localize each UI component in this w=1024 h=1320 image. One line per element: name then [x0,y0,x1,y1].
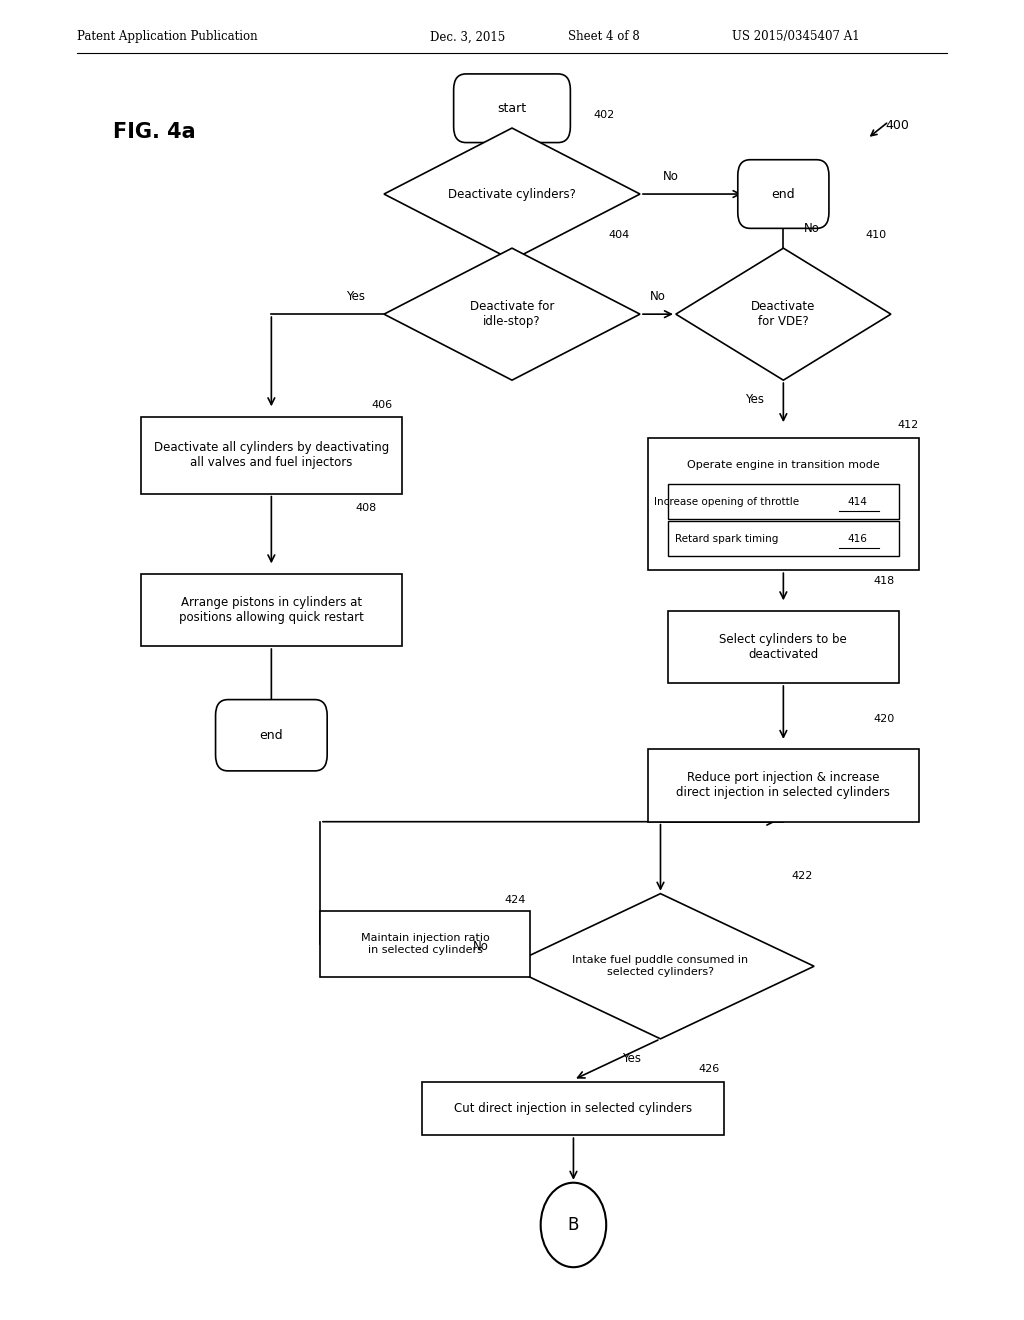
Text: Intake fuel puddle consumed in
selected cylinders?: Intake fuel puddle consumed in selected … [572,956,749,977]
Text: Arrange pistons in cylinders at
positions allowing quick restart: Arrange pistons in cylinders at position… [179,595,364,624]
Text: 400: 400 [886,119,909,132]
Text: 406: 406 [372,400,392,411]
Polygon shape [676,248,891,380]
Bar [423,1082,725,1135]
Text: 414: 414 [847,496,867,507]
Text: US 2015/0345407 A1: US 2015/0345407 A1 [732,30,860,44]
Text: Dec. 3, 2015: Dec. 3, 2015 [430,30,505,44]
Bar [668,521,899,556]
Bar [141,417,401,494]
Polygon shape [507,894,814,1039]
Bar [319,911,530,977]
Bar [648,438,920,570]
Text: Yes: Yes [474,273,493,286]
FancyBboxPatch shape [737,160,829,228]
Text: Patent Application Publication: Patent Application Publication [77,30,257,44]
Text: end: end [771,187,796,201]
Text: 426: 426 [698,1064,719,1074]
Text: 402: 402 [594,110,614,120]
Text: 404: 404 [609,230,630,240]
FancyBboxPatch shape [215,700,328,771]
Bar [668,610,899,684]
Bar [668,484,899,519]
Text: No: No [650,290,666,304]
Text: Deactivate all cylinders by deactivating
all valves and fuel injectors: Deactivate all cylinders by deactivating… [154,441,389,470]
Text: 424: 424 [505,895,525,906]
Text: FIG. 4a: FIG. 4a [113,121,196,143]
Text: B: B [567,1216,580,1234]
Text: Retard spark timing: Retard spark timing [676,533,778,544]
Text: 418: 418 [873,576,894,586]
Text: Deactivate
for VDE?: Deactivate for VDE? [752,300,815,329]
Text: Maintain injection ratio
in selected cylinders: Maintain injection ratio in selected cyl… [360,933,489,954]
Circle shape [541,1183,606,1267]
Text: end: end [259,729,284,742]
Text: Increase opening of throttle: Increase opening of throttle [654,496,800,507]
Text: 412: 412 [898,420,919,430]
Text: 420: 420 [873,714,894,725]
Bar [648,750,920,821]
Text: No: No [473,940,489,953]
Text: Select cylinders to be
deactivated: Select cylinders to be deactivated [720,632,847,661]
Text: Sheet 4 of 8: Sheet 4 of 8 [568,30,640,44]
Text: Yes: Yes [346,290,365,304]
Polygon shape [384,128,640,260]
Text: Yes: Yes [623,1052,641,1065]
Text: 410: 410 [865,230,886,240]
Polygon shape [384,248,640,380]
Text: 408: 408 [355,503,376,513]
Text: No: No [663,170,679,183]
Text: Yes: Yes [745,393,764,407]
Text: Deactivate for
idle-stop?: Deactivate for idle-stop? [470,300,554,329]
Text: 416: 416 [847,533,867,544]
Text: Cut direct injection in selected cylinders: Cut direct injection in selected cylinde… [455,1102,692,1115]
Bar [141,573,401,645]
Text: start: start [498,102,526,115]
Text: Deactivate cylinders?: Deactivate cylinders? [449,187,575,201]
Text: Operate engine in transition mode: Operate engine in transition mode [687,459,880,470]
Text: Reduce port injection & increase
direct injection in selected cylinders: Reduce port injection & increase direct … [677,771,890,800]
FancyBboxPatch shape [454,74,570,143]
Text: No: No [804,222,820,235]
Text: 422: 422 [792,871,812,882]
